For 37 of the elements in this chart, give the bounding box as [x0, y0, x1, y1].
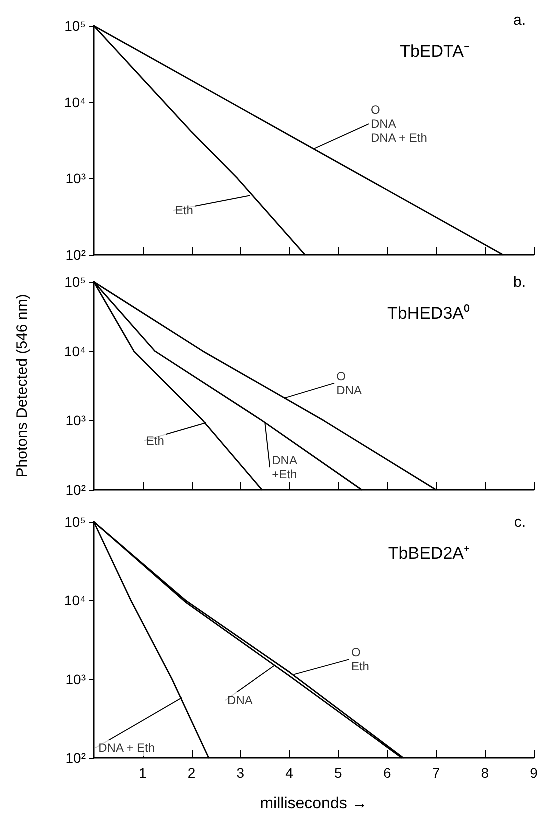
x-axis-title: milliseconds → — [260, 796, 368, 812]
annotation: DNA — [228, 693, 253, 708]
y-tick-label: 10⁵ — [64, 514, 86, 530]
chart-subtitle: b. — [513, 274, 526, 291]
y-tick-label: 10⁴ — [64, 94, 86, 110]
x-tick-label: 2 — [188, 765, 196, 781]
y-tick-label: 10³ — [66, 412, 86, 429]
y-tick-label: 10⁴ — [64, 343, 86, 360]
x-tick-label: 1 — [138, 765, 147, 781]
x-tick-label: 5 — [334, 765, 343, 781]
annotation: DNA +Eth — [272, 454, 298, 482]
y-tick-label: 10² — [66, 247, 86, 263]
y-axis-title: Photons Detected (546 nm) — [14, 294, 31, 478]
text: TbHED3A⁰ — [387, 304, 470, 323]
annotation: O DNA — [336, 369, 362, 398]
y-tick-label: 10⁴ — [64, 592, 86, 609]
annotation: O DNA DNA + Eth — [371, 103, 428, 146]
x-tick-label: 3 — [236, 765, 245, 781]
annotation: Eth — [175, 204, 194, 218]
chart-subtitle: a. — [513, 12, 526, 29]
x-tick-label: 6 — [383, 765, 392, 781]
y-tick-label: 10² — [66, 750, 86, 766]
y-tick-label: 10⁵ — [64, 18, 86, 34]
annotation: O Eth — [351, 646, 370, 674]
x-tick-label: 9 — [530, 765, 538, 781]
y-tick-label: 10³ — [66, 671, 86, 688]
annotation: DNA + Eth — [98, 740, 155, 755]
x-tick-label: 4 — [286, 765, 294, 781]
annotation: Eth — [146, 434, 164, 448]
text: TbEDTA⁻ — [400, 42, 470, 61]
x-tick-label: 7 — [432, 765, 440, 781]
y-tick-label: 10² — [66, 482, 86, 498]
chart-subtitle: c. — [514, 514, 526, 531]
x-tick-label: 8 — [481, 765, 490, 781]
y-tick-label: 10⁵ — [64, 274, 86, 290]
text: TbBED2A⁺ — [388, 544, 470, 563]
y-tick-label: 10³ — [66, 170, 86, 187]
